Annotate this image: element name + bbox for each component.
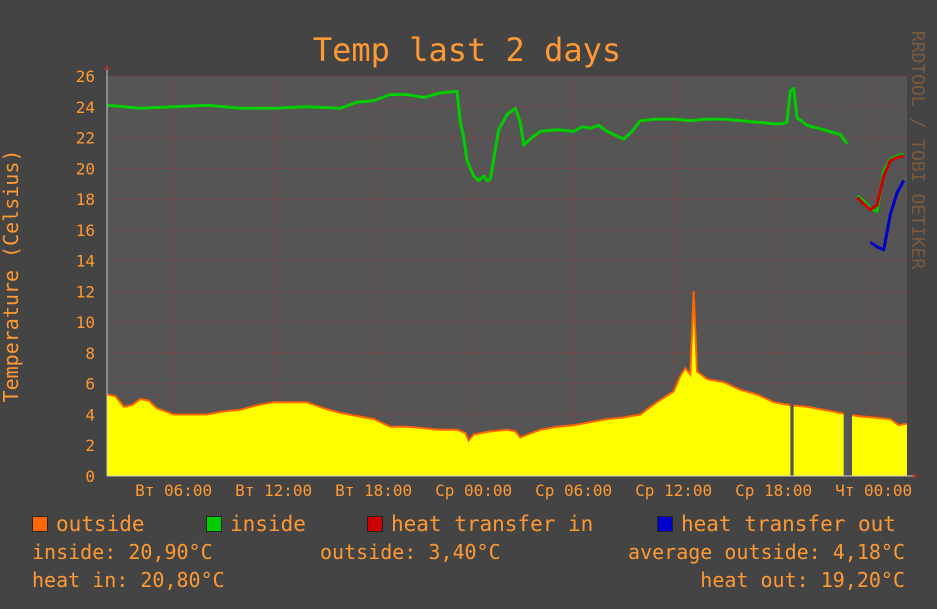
x-tick-label: Ср 12:00 [635,481,712,500]
y-axis-arrow [104,65,110,70]
y-tick-label: 6 [85,375,95,394]
stat-inside: inside: 20,90°C [32,540,213,564]
x-tick-label: Вт 06:00 [135,481,212,500]
stat-average-outside: average outside: 4,18°C [628,540,905,564]
legend-swatch [32,516,48,532]
area-outside [107,291,907,476]
line-heat-transfer-out [869,179,906,252]
legend-label: heat transfer out [681,512,896,536]
data-gap [843,76,852,476]
x-tick-label: Ср 00:00 [435,481,512,500]
gridlines [107,75,908,476]
y-tick-label: 14 [76,252,95,271]
y-tick-label: 0 [85,467,95,486]
y-axis-label: Temperature (Celsius) [0,150,23,403]
legend-label: inside [230,512,306,536]
y-tick-label: 8 [85,344,95,363]
y-tick-label: 10 [76,313,95,332]
legend-swatch [367,516,383,532]
y-tick-label: 26 [76,67,95,86]
legend-item-outside: outside [32,511,145,537]
y-tick-label: 2 [85,436,95,455]
stat-heat-in: heat in: 20,80°C [32,568,225,592]
legend-item-heat-out: heat transfer out [657,511,896,537]
line-inside [106,86,849,183]
series-layer [106,76,908,476]
x-tick-label: Вт 18:00 [335,481,412,500]
stat-outside: outside: 3,40°C [320,540,501,564]
x-tick-label: Ср 18:00 [735,481,812,500]
legend-label: heat transfer in [391,512,594,536]
legend-item-heat-in: heat transfer in [367,511,593,537]
line-heat-transfer-in [855,154,905,212]
y-tick-label: 24 [76,98,95,117]
stat-heat-out: heat out: 19,20°C [700,568,905,592]
x-tick-label: Чт 00:00 [835,481,912,500]
x-tick-label: Ср 06:00 [535,481,612,500]
line-outside [106,291,908,443]
watermark: RRDTOOL / TOBI OETIKER [907,31,928,270]
y-tick-label: 16 [76,221,95,240]
legend-swatch [206,516,222,532]
y-tick-label: 22 [76,129,95,148]
y-tick-label: 18 [76,190,95,209]
legend-swatch [657,516,673,532]
legend-label: outside [56,512,145,536]
legend: outside inside heat transfer in heat tra… [0,511,937,537]
y-tick-label: 12 [76,282,95,301]
y-tick-label: 4 [85,405,95,424]
y-tick-label: 20 [76,159,95,178]
data-gap [790,76,794,476]
legend-item-inside: inside [206,511,306,537]
x-axis-arrow [913,473,918,479]
chart-title: Temp last 2 days [313,31,621,69]
x-tick-label: Вт 12:00 [235,481,312,500]
